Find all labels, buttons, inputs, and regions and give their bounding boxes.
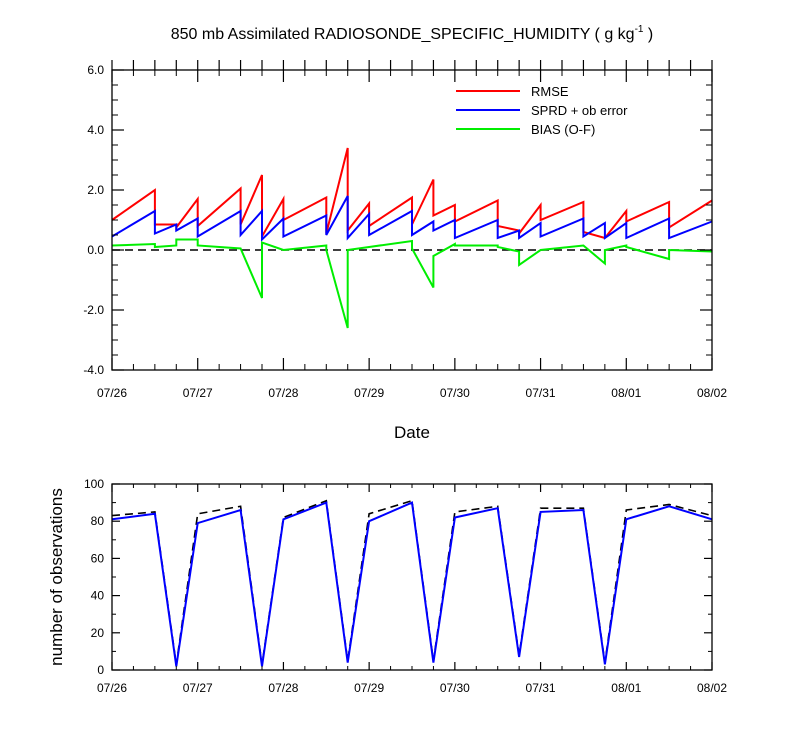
bottom-x-tick-label: 07/27: [183, 681, 213, 695]
bottom-x-tick-label: 08/01: [611, 681, 641, 695]
top-y-tick-label: -4.0: [83, 363, 104, 377]
top-chart-title: 850 mb Assimilated RADIOSONDE_SPECIFIC_H…: [171, 24, 654, 43]
bottom-chart-panel: 07/26 07/27 07/28 07/29 07/30 07/31 08/01 08/02…: [84, 477, 727, 695]
top-y-tick-label: 0.0: [87, 243, 104, 257]
bottom-y-tick-label: 0: [97, 663, 104, 677]
top-x-tick-label: 07/30: [440, 386, 470, 400]
bottom-y-axis-title: number of observations: [47, 488, 66, 666]
top-x-axis-title: Date: [394, 423, 430, 442]
legend-label: BIAS (O-F): [531, 122, 595, 137]
legend-label: RMSE: [531, 84, 569, 99]
top-y-tick-label: -2.0: [83, 303, 104, 317]
legend-label: SPRD + ob error: [531, 103, 628, 118]
bottom-series-assimilated-observations: [111, 501, 713, 667]
top-y-tick-label: 2.0: [87, 183, 104, 197]
bottom-y-tick-label: 80: [91, 514, 105, 528]
top-plot-frame: [111, 69, 713, 371]
top-x-tick-label: 07/27: [183, 386, 213, 400]
bottom-y-tick-label: 100: [84, 477, 104, 491]
top-axis-ticks: 07/26 07/27 07/28 07/29 07/30 07/31 08/01 08/02…: [83, 60, 727, 400]
bottom-x-tick-label: 07/30: [440, 681, 470, 695]
top-series-sprd-ob-error: [111, 195, 713, 242]
top-x-tick-label: 07/28: [268, 386, 298, 400]
bottom-x-tick-label: 07/28: [268, 681, 298, 695]
top-x-tick-label: 07/29: [354, 386, 384, 400]
bottom-series-group: [111, 499, 713, 667]
bottom-x-tick-label: 07/29: [354, 681, 384, 695]
top-x-tick-label: 08/01: [611, 386, 641, 400]
bottom-plot-frame: [111, 483, 713, 671]
bottom-x-tick-label: 07/26: [97, 681, 127, 695]
top-legend: RMSE SPRD + ob error BIAS (O-F): [456, 84, 628, 137]
bottom-y-tick-label: 60: [91, 551, 105, 565]
top-x-tick-label: 07/31: [526, 386, 556, 400]
top-chart-panel: 07/26 07/27 07/28 07/29 07/30 07/31 08/01 08/02…: [83, 60, 727, 400]
bottom-y-tick-label: 40: [91, 589, 105, 603]
top-series-group: [111, 147, 713, 329]
bottom-y-tick-label: 20: [91, 626, 105, 640]
top-y-tick-label: 4.0: [87, 123, 104, 137]
top-y-tick-label: 6.0: [87, 63, 104, 77]
top-x-tick-label: 08/02: [697, 386, 727, 400]
top-x-tick-label: 07/26: [97, 386, 127, 400]
bottom-x-tick-label: 07/31: [526, 681, 556, 695]
bottom-x-tick-label: 08/02: [697, 681, 727, 695]
top-series-bias-o-f: [111, 238, 713, 329]
bottom-axis-ticks: 07/26 07/27 07/28 07/29 07/30 07/31 08/01 08/02…: [84, 477, 727, 695]
